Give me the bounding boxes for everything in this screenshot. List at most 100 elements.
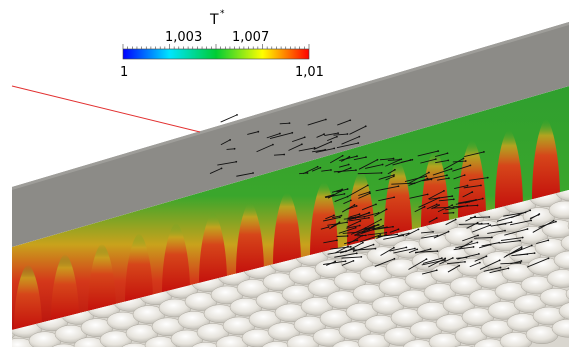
velocity-arrowhead	[458, 264, 461, 267]
velocity-arrow	[437, 177, 449, 181]
velocity-arrow	[327, 136, 338, 142]
plume	[532, 119, 560, 200]
velocity-arrowhead	[323, 133, 325, 136]
plume	[236, 202, 264, 275]
velocity-arrowhead	[392, 246, 395, 249]
velocity-arrowhead	[530, 219, 533, 222]
velocity-arrowhead	[316, 165, 319, 168]
velocity-arrowhead	[377, 223, 380, 226]
velocity-arrow	[323, 260, 346, 265]
velocity-arrowhead	[368, 216, 370, 219]
velocity-arrowhead	[519, 261, 522, 264]
velocity-arrowhead	[355, 205, 358, 207]
velocity-arrowhead	[429, 248, 432, 250]
velocity-arrow	[336, 142, 359, 149]
velocity-arrowhead	[356, 239, 359, 242]
velocity-arrow	[220, 114, 238, 123]
velocity-arrowhead	[428, 171, 430, 174]
velocity-arrow	[358, 192, 371, 199]
velocity-arrow	[438, 198, 454, 202]
velocity-arrowhead	[337, 132, 340, 135]
velocity-arrow	[346, 205, 357, 210]
velocity-arrow	[462, 191, 473, 198]
velocity-arrowhead	[396, 233, 399, 236]
colorbar-ticks	[122, 44, 310, 49]
velocity-arrow	[415, 250, 438, 253]
velocity-arrowhead	[447, 177, 450, 180]
velocity-arrowhead	[364, 125, 367, 128]
pebble	[558, 301, 569, 321]
velocity-arrow	[474, 236, 492, 239]
velocity-arrowhead	[440, 257, 443, 260]
wall-slab-edge	[12, 22, 569, 190]
velocity-arrow	[302, 166, 318, 175]
velocity-arrowhead	[392, 175, 395, 178]
velocity-arrowhead	[452, 206, 455, 209]
velocity-arrowhead	[336, 239, 338, 242]
velocity-arrowhead	[339, 190, 342, 193]
velocity-arrow	[220, 139, 231, 146]
velocity-arrow	[455, 201, 470, 205]
velocity-arrowhead	[426, 193, 429, 196]
velocity-arrowhead	[465, 256, 468, 259]
velocity-arrowhead	[510, 221, 513, 224]
velocity-arrow	[433, 231, 449, 239]
velocity-arrow	[333, 169, 356, 173]
velocity-arrow	[316, 133, 325, 138]
velocity-arrowhead	[354, 226, 357, 229]
plume	[495, 129, 523, 210]
velocity-arrow	[359, 234, 381, 243]
velocity-arrowhead	[303, 136, 306, 139]
velocity-arrow	[343, 239, 358, 245]
velocity-arrowhead	[393, 196, 396, 199]
velocity-arrow	[226, 148, 235, 150]
velocity-arrowhead	[360, 255, 363, 258]
velocity-arrow	[420, 231, 434, 234]
velocity-arrow	[341, 260, 354, 266]
velocity-arrow	[447, 265, 460, 273]
velocity-arrowhead	[386, 226, 388, 229]
pebble	[565, 284, 569, 304]
velocity-arrow	[408, 258, 427, 270]
velocity-arrowhead	[379, 233, 382, 236]
velocity-arrow	[429, 195, 453, 200]
velocity-arrow	[236, 172, 254, 177]
velocity-arrowhead	[332, 194, 335, 196]
colorbar-title: T	[209, 12, 219, 28]
velocity-arrow	[380, 247, 395, 256]
velocity-arrowhead	[435, 203, 438, 206]
velocity-arrowhead	[438, 204, 440, 206]
velocity-arrow	[357, 234, 366, 237]
velocity-arrowhead	[488, 216, 491, 218]
colorbar-title-superscript: *	[220, 9, 225, 19]
velocity-arrow	[349, 213, 360, 218]
velocity-arrowhead	[334, 260, 337, 263]
probe-line	[11, 85, 201, 133]
velocity-arrow	[397, 232, 409, 237]
colorbar-legend: T * 1,003 1,007 1 1,01	[120, 9, 324, 80]
velocity-arrowhead	[397, 185, 400, 188]
velocity-arrow	[481, 242, 500, 247]
velocity-arrow	[375, 185, 399, 192]
velocity-arrow	[330, 221, 340, 228]
velocity-arrowhead	[235, 160, 238, 163]
velocity-arrowhead	[346, 195, 349, 198]
velocity-arrowhead	[366, 184, 369, 187]
velocity-arrowhead	[480, 184, 482, 187]
velocity-arrow	[454, 185, 468, 189]
pebble	[539, 288, 569, 307]
velocity-arrowhead	[345, 250, 348, 252]
velocity-arrowhead	[233, 147, 236, 150]
velocity-arrow	[315, 147, 335, 153]
velocity-arrow	[452, 164, 471, 172]
velocity-arrow	[370, 224, 379, 229]
velocity-arrowhead	[382, 224, 385, 227]
velocity-arrow	[474, 255, 487, 262]
velocity-arrow	[367, 232, 387, 236]
velocity-arrowhead	[451, 257, 454, 259]
velocity-arrowhead	[466, 184, 469, 187]
velocity-arrow	[509, 245, 532, 255]
velocity-arrow	[435, 159, 449, 164]
velocity-arrowhead	[368, 211, 371, 214]
velocity-arrowhead	[327, 226, 330, 228]
